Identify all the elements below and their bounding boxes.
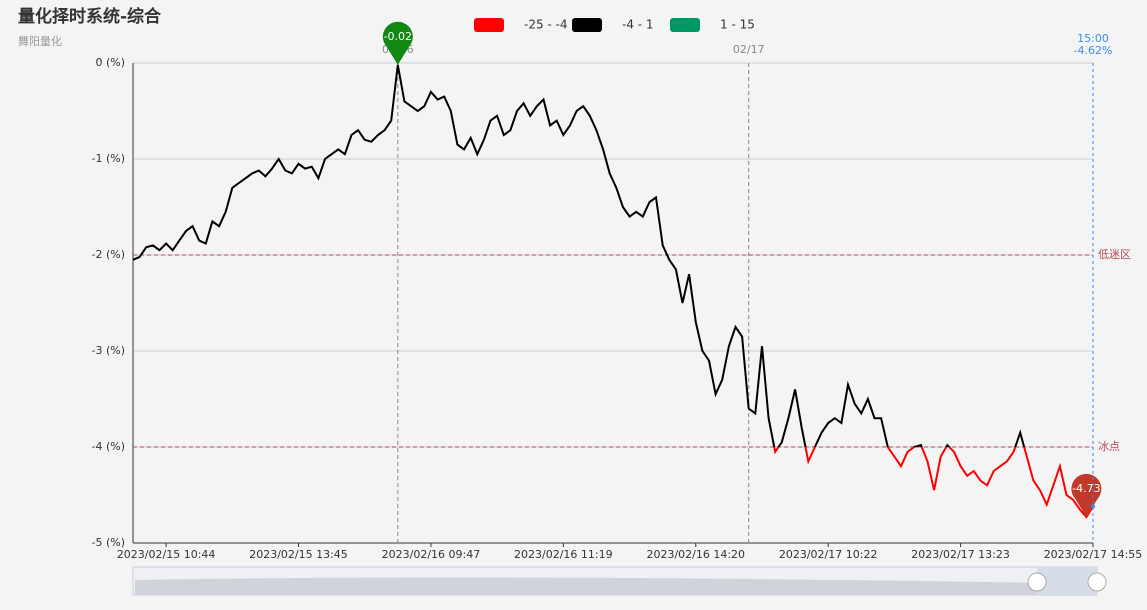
mark-point-label: -0.02 [384,30,412,43]
mark-point-label: -4.73 [1072,482,1100,495]
legend-label: 1 - 15 [720,18,755,32]
y-tick-label: -5 (%) [92,536,126,549]
y-tick-label: -1 (%) [92,152,126,165]
x-tick-label: 2023/02/15 10:44 [117,548,216,561]
line-series [132,64,1094,519]
x-tick-label: 2023/02/16 11:19 [514,548,613,561]
x-tick-label: 2023/02/17 14:55 [1044,548,1143,561]
chart-subtitle: 舞阳量化 [18,34,62,48]
y-tick-label: -3 (%) [92,344,126,357]
chart-title: 量化择时系统-综合 [18,6,162,27]
legend-swatch [474,18,504,32]
x-tick-label: 2023/02/15 13:45 [249,548,348,561]
legend-label: -25 - -4 [524,18,568,32]
legend-label: -4 - 1 [622,18,654,32]
legend-swatch [670,18,700,32]
cursor-time: 15:00 [1077,32,1109,45]
data-zoom-preview [135,577,1095,595]
y-tick-label: 0 (%) [95,56,125,69]
mark-point [1071,473,1102,518]
day-label: 02/17 [733,43,765,56]
x-tick-label: 2023/02/17 13:23 [911,548,1010,561]
zoom-handle[interactable] [1027,572,1047,592]
mark-point [382,21,413,65]
cursor-value: -4.62% [1074,44,1113,57]
legend-swatch [572,18,602,32]
x-tick-label: 2023/02/16 09:47 [382,548,481,561]
y-tick-label: -2 (%) [92,248,126,261]
data-zoom-window[interactable] [1037,567,1097,595]
mark-line-label: 冰点 [1098,440,1120,453]
x-tick-label: 2023/02/16 14:20 [646,548,745,561]
y-tick-label: -4 (%) [92,440,126,453]
zoom-handle[interactable] [1087,572,1107,592]
x-tick-label: 2023/02/17 10:22 [779,548,878,561]
mark-line-label: 低迷区 [1098,248,1131,261]
cursor-point [1091,504,1095,509]
